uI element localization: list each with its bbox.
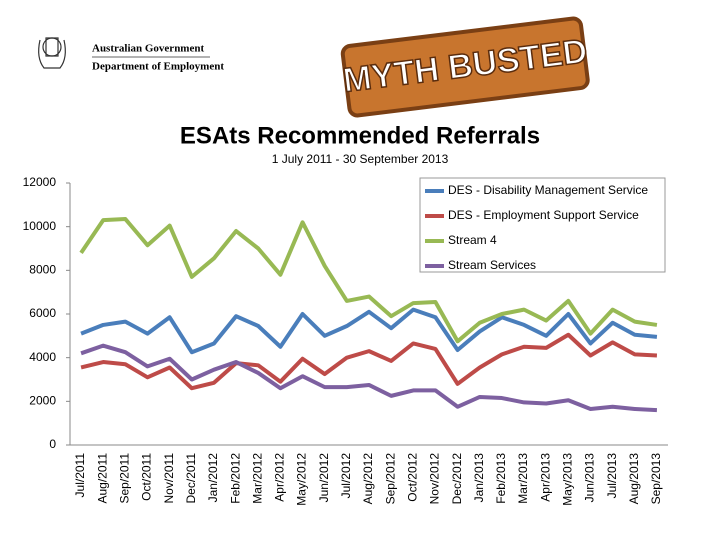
x-tick-label: Mar/2012 xyxy=(250,453,264,504)
x-tick-label: Feb/2012 xyxy=(228,453,242,504)
legend-label: DES - Disability Management Service xyxy=(448,183,648,197)
series-line xyxy=(80,332,658,391)
x-tick-label: Jan/2012 xyxy=(206,453,220,503)
y-tick-label: 2000 xyxy=(29,394,56,408)
chart-subtitle: 1 July 2011 - 30 September 2013 xyxy=(272,152,449,166)
x-tick-label: Sep/2013 xyxy=(649,453,663,505)
x-tick-label: Sep/2012 xyxy=(383,453,397,505)
y-tick-label: 8000 xyxy=(29,263,56,277)
x-tick-label: May/2012 xyxy=(295,453,309,506)
x-tick-label: Jan/2013 xyxy=(472,453,486,503)
department-name: Department of Employment xyxy=(92,61,224,73)
x-tick-label: Aug/2012 xyxy=(361,453,375,505)
legend-box xyxy=(419,177,666,273)
x-tick-label: Aug/2011 xyxy=(95,453,109,504)
coat-of-arms xyxy=(38,37,66,69)
y-tick-label: 10000 xyxy=(23,219,57,233)
legend-label: DES - Employment Support Service xyxy=(448,208,639,222)
x-tick-label: Jul/2012 xyxy=(339,453,353,499)
y-tick-label: 12000 xyxy=(23,175,57,189)
x-tick-label: Jul/2013 xyxy=(605,453,619,499)
x-tick-label: Oct/2011 xyxy=(140,453,154,501)
x-tick-label: Mar/2013 xyxy=(516,453,530,504)
y-tick-label: 6000 xyxy=(29,306,56,320)
x-tick-label: Nov/2011 xyxy=(162,453,176,504)
x-tick-label: Apr/2012 xyxy=(273,453,287,502)
x-tick-label: Jun/2012 xyxy=(317,453,331,503)
y-tick-label: 0 xyxy=(49,437,56,451)
stamp: MYTH BUSTED xyxy=(340,16,590,118)
legend-label: Stream Services xyxy=(448,258,536,272)
x-tick-label: Aug/2013 xyxy=(627,453,641,505)
series-line xyxy=(79,217,658,344)
x-tick-label: Feb/2013 xyxy=(494,453,508,504)
legend-label: Stream 4 xyxy=(448,233,497,247)
y-tick-label: 4000 xyxy=(29,350,56,364)
series-line xyxy=(80,343,658,413)
x-tick-label: Dec/2011 xyxy=(184,453,198,504)
x-tick-label: Nov/2012 xyxy=(428,453,442,505)
x-tick-label: Apr/2013 xyxy=(538,453,552,502)
x-tick-label: Jun/2013 xyxy=(583,453,597,503)
x-tick-label: Dec/2012 xyxy=(450,453,464,505)
x-tick-label: Sep/2011 xyxy=(118,453,132,504)
x-tick-label: Jul/2011 xyxy=(73,453,87,498)
x-tick-label: Oct/2012 xyxy=(405,453,419,502)
series-line xyxy=(80,307,658,355)
x-tick-label: May/2013 xyxy=(561,453,575,506)
government-name: Australian Government xyxy=(92,43,204,55)
chart-title: ESAts Recommended Referrals xyxy=(180,122,540,149)
